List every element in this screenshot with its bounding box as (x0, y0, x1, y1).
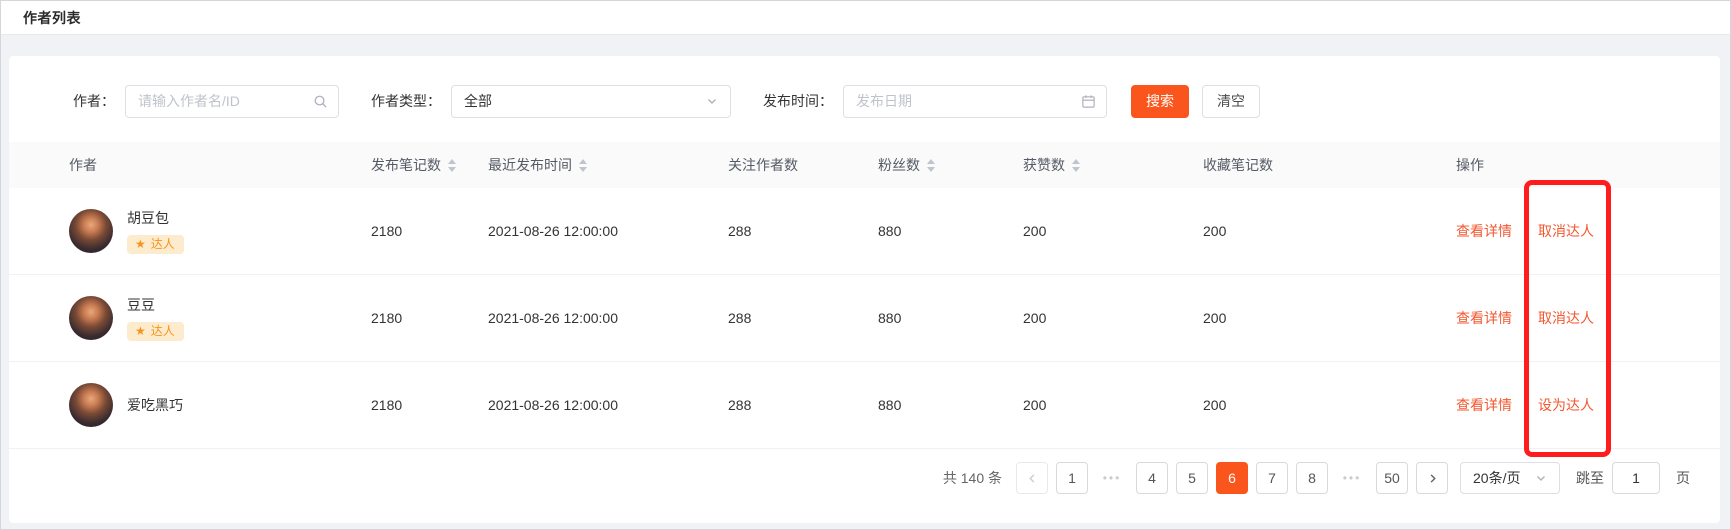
author-filter-label: 作者： (73, 93, 115, 109)
notes-count-cell: 2180 (371, 310, 403, 326)
chevron-down-icon (1535, 472, 1547, 484)
jump-unit-label: 页 (1676, 470, 1690, 486)
page-button[interactable]: 7 (1256, 462, 1288, 494)
table-row: 爱吃黑巧 2180 2021-08-26 12:00:00 288 880 20… (9, 362, 1720, 449)
author-type-select[interactable]: 全部 (451, 84, 731, 118)
actions-cell: 查看详情 取消达人 (1456, 308, 1720, 328)
author-name: 胡豆包 (127, 210, 169, 226)
column-header-notes-count: 发布笔记数 (371, 155, 488, 175)
fans-count-cell: 880 (878, 223, 902, 239)
calendar-icon (1081, 94, 1096, 109)
filter-bar: 作者： 作者类型： 全部 发布时间： (9, 84, 1720, 118)
avatar (69, 296, 113, 340)
prev-page-button[interactable] (1016, 462, 1048, 494)
notes-count-cell: 2180 (371, 223, 403, 239)
last-publish-time-cell: 2021-08-26 12:00:00 (488, 223, 618, 239)
page-size-select[interactable]: 20条/页 (1460, 462, 1560, 494)
expert-badge-label: 达人 (150, 237, 175, 251)
author-cell: 爱吃黑巧 (9, 383, 371, 427)
expert-badge-label: 达人 (150, 324, 175, 338)
star-icon: ★ (135, 237, 146, 251)
collections-count-cell: 200 (1203, 223, 1227, 239)
search-icon (313, 94, 328, 109)
column-header-likes-count: 获赞数 (1023, 155, 1203, 175)
page-button[interactable]: 1 (1056, 462, 1088, 494)
column-header-following-count: 关注作者数 (728, 157, 798, 173)
publish-time-filter-label: 发布时间： (763, 93, 833, 109)
toggle-expert-link[interactable]: 设为达人 (1538, 397, 1594, 413)
notes-count-cell: 2180 (371, 397, 403, 413)
authors-table: 作者 发布笔记数 最近发布时间 关注作者数 粉丝数 获赞数 收藏笔记数 操作 (9, 142, 1720, 449)
fans-count-cell: 880 (878, 310, 902, 326)
author-search-input[interactable] (125, 84, 339, 118)
clear-button[interactable]: 清空 (1202, 84, 1260, 118)
star-icon: ★ (135, 324, 146, 338)
fans-count-cell: 880 (878, 397, 902, 413)
actions-cell: 查看详情 取消达人 (1456, 221, 1720, 241)
page-ellipsis[interactable]: ••• (1342, 471, 1362, 485)
table-row: 胡豆包 ★ 达人 2180 2021-08-26 12:00:00 288 88… (9, 188, 1720, 275)
chevron-down-icon (706, 95, 718, 107)
view-detail-link[interactable]: 查看详情 (1456, 223, 1512, 239)
page-button[interactable]: 8 (1296, 462, 1328, 494)
following-count-cell: 288 (728, 397, 752, 413)
search-button[interactable]: 搜索 (1131, 84, 1189, 118)
view-detail-link[interactable]: 查看详情 (1456, 397, 1512, 413)
toggle-expert-link[interactable]: 取消达人 (1538, 310, 1594, 326)
sort-icon[interactable] (448, 158, 456, 172)
author-cell: 胡豆包 ★ 达人 (9, 208, 371, 254)
last-publish-time-cell: 2021-08-26 12:00:00 (488, 310, 618, 326)
author-type-filter-label: 作者类型： (371, 93, 441, 109)
publish-date-input[interactable] (843, 84, 1107, 118)
view-detail-link[interactable]: 查看详情 (1456, 310, 1512, 326)
page-button-active[interactable]: 6 (1216, 462, 1248, 494)
sort-icon[interactable] (927, 158, 935, 172)
author-cell: 豆豆 ★ 达人 (9, 295, 371, 341)
sort-icon[interactable] (579, 158, 587, 172)
sort-icon[interactable] (1072, 158, 1080, 172)
following-count-cell: 288 (728, 223, 752, 239)
jump-page-input[interactable] (1612, 462, 1660, 494)
jump-to-label: 跳至 (1576, 470, 1604, 486)
column-header-author: 作者 (69, 157, 97, 173)
avatar (69, 209, 113, 253)
likes-count-cell: 200 (1023, 223, 1047, 239)
column-header-collections-count: 收藏笔记数 (1203, 157, 1273, 173)
likes-count-cell: 200 (1023, 310, 1047, 326)
page-ellipsis[interactable]: ••• (1102, 471, 1122, 485)
following-count-cell: 288 (728, 310, 752, 326)
page-title: 作者列表 (23, 9, 81, 26)
page-size-value: 20条/页 (1473, 470, 1521, 486)
author-name: 爱吃黑巧 (127, 397, 183, 413)
table-row: 豆豆 ★ 达人 2180 2021-08-26 12:00:00 288 880… (9, 275, 1720, 362)
column-header-last-publish-time: 最近发布时间 (488, 155, 728, 175)
toggle-expert-link[interactable]: 取消达人 (1538, 223, 1594, 239)
column-header-fans-count: 粉丝数 (878, 155, 1023, 175)
page-button[interactable]: 50 (1376, 462, 1408, 494)
actions-cell: 查看详情 设为达人 (1456, 395, 1720, 415)
last-publish-time-cell: 2021-08-26 12:00:00 (488, 397, 618, 413)
page-button[interactable]: 4 (1136, 462, 1168, 494)
collections-count-cell: 200 (1203, 397, 1227, 413)
column-header-actions: 操作 (1456, 157, 1484, 173)
top-title-bar: 作者列表 (1, 1, 1730, 35)
page-button[interactable]: 5 (1176, 462, 1208, 494)
next-page-button[interactable] (1416, 462, 1448, 494)
author-type-selected-value: 全部 (464, 93, 492, 109)
collections-count-cell: 200 (1203, 310, 1227, 326)
content-card: 作者： 作者类型： 全部 发布时间： (9, 56, 1720, 523)
author-name: 豆豆 (127, 297, 155, 313)
table-header-row: 作者 发布笔记数 最近发布时间 关注作者数 粉丝数 获赞数 收藏笔记数 操作 (9, 142, 1720, 188)
pagination-bar: 共 140 条 1 ••• 4 5 6 7 8 ••• 50 20条/页 跳至 (9, 462, 1720, 494)
expert-badge: ★ 达人 (127, 235, 184, 254)
likes-count-cell: 200 (1023, 397, 1047, 413)
total-count-text: 共 140 条 (942, 470, 1002, 486)
expert-badge: ★ 达人 (127, 322, 184, 341)
avatar (69, 383, 113, 427)
